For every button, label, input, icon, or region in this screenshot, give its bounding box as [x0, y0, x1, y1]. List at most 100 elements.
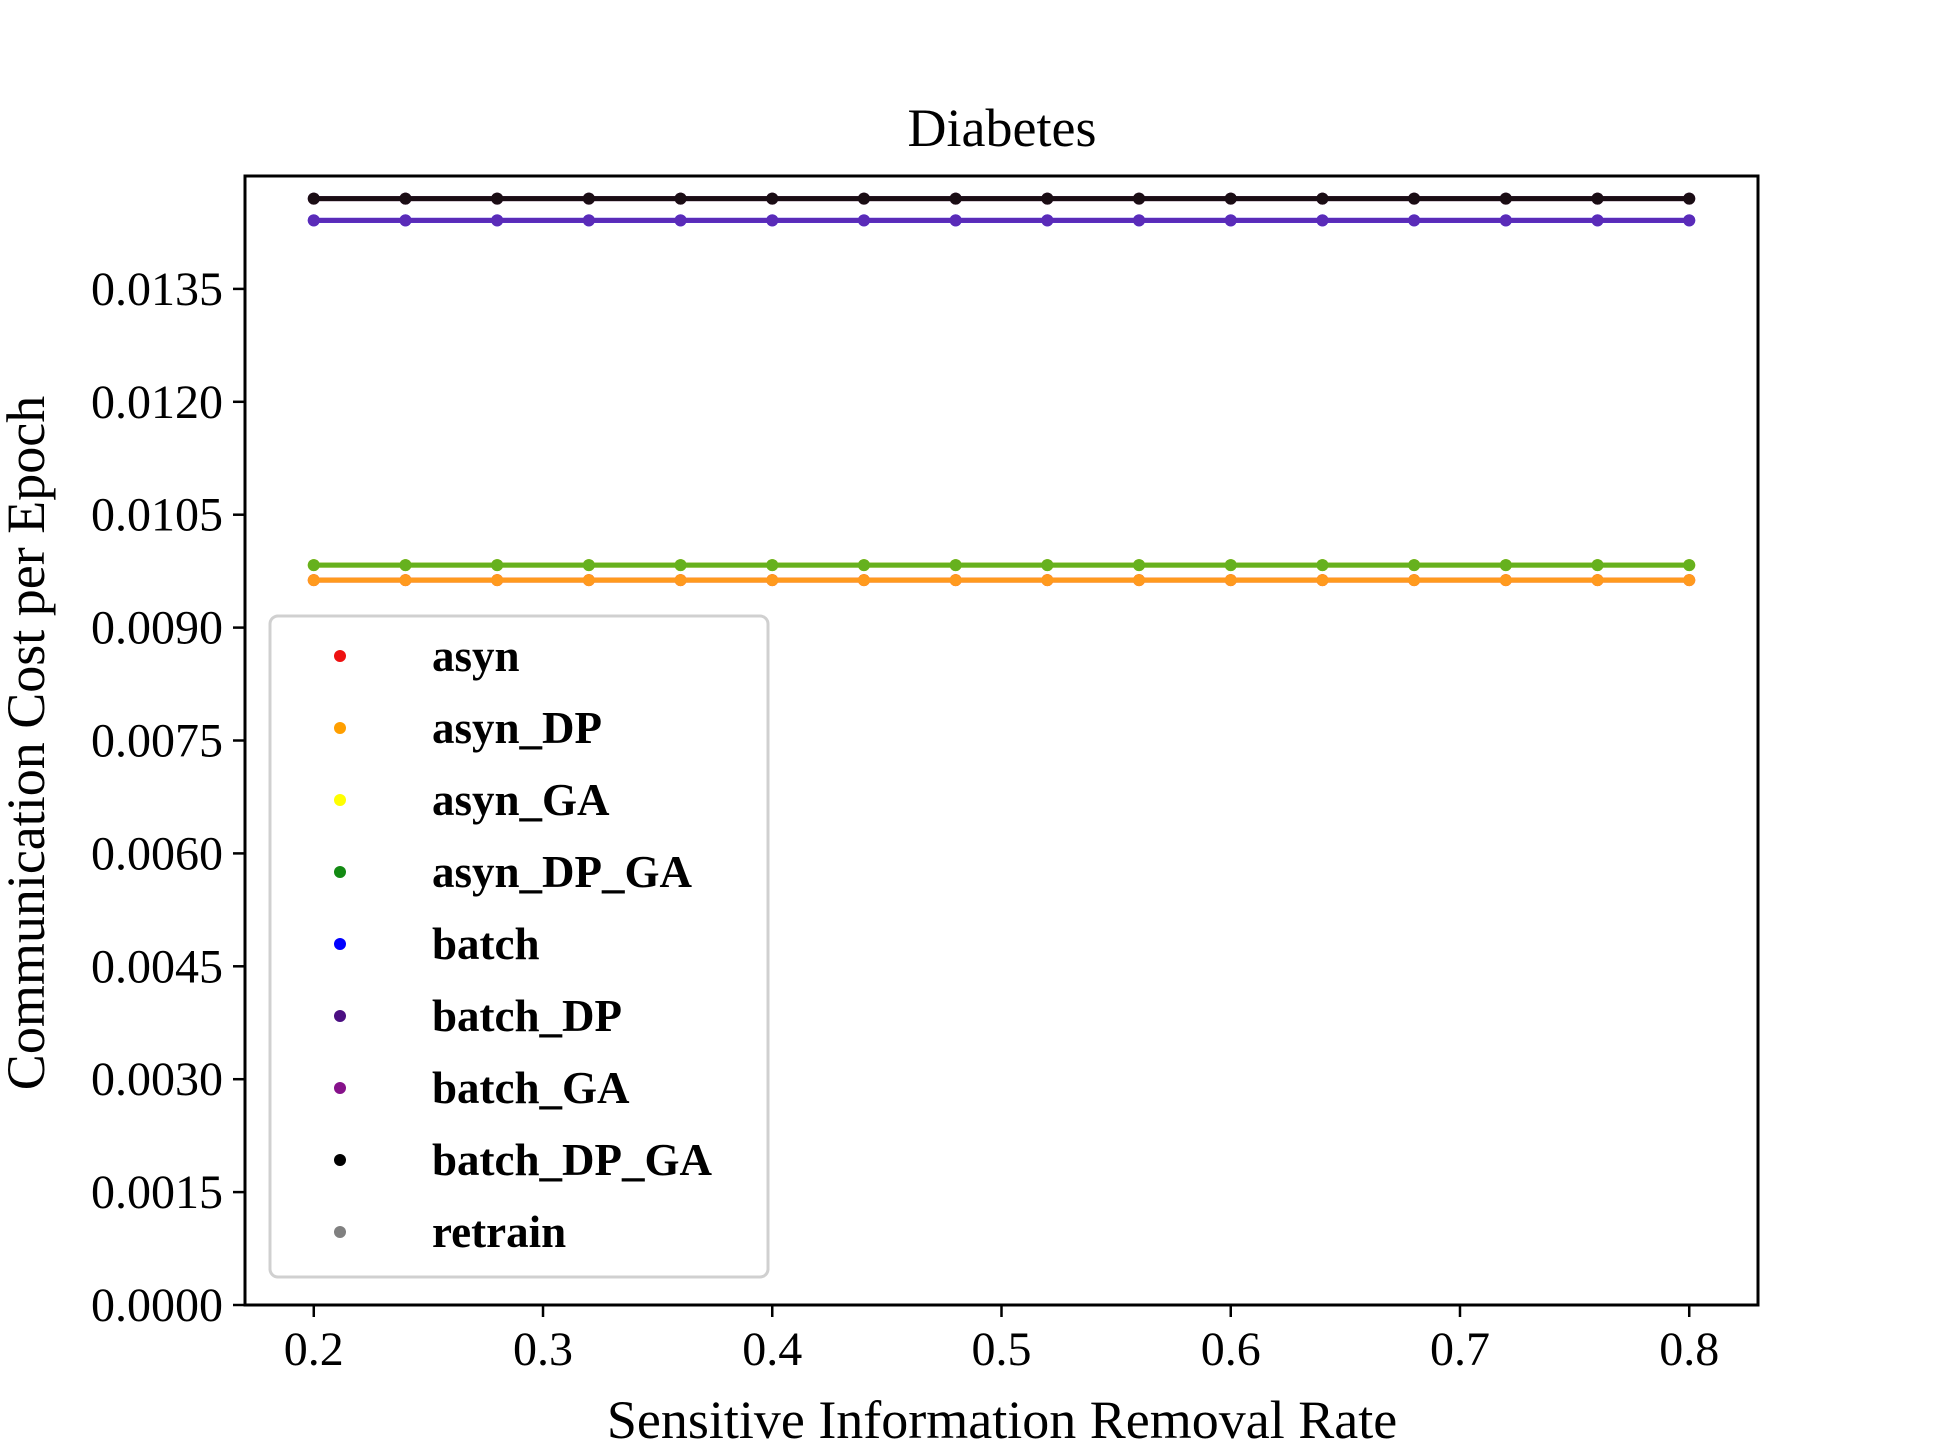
- legend-label-batch_DP: batch_DP: [432, 991, 622, 1041]
- data-point: [1408, 214, 1421, 227]
- y-tick-label: 0.0045: [91, 940, 223, 993]
- data-point: [1041, 214, 1054, 227]
- legend-marker-asyn_GA: [334, 794, 346, 806]
- data-point: [766, 192, 779, 205]
- data-point: [1133, 574, 1146, 587]
- data-point: [1316, 574, 1329, 587]
- y-tick-label: 0.0105: [91, 489, 223, 542]
- data-point: [674, 559, 687, 572]
- y-axis-label: Communication Cost per Epoch: [0, 396, 56, 1090]
- legend-label-batch: batch: [432, 919, 540, 969]
- plot-frame: [243, 174, 1760, 1307]
- data-point: [1408, 559, 1421, 572]
- y-tick-label: 0.0075: [91, 715, 223, 768]
- series-asyn_DP_GA: [307, 559, 1696, 572]
- data-point: [857, 574, 870, 587]
- legend-marker-retrain: [334, 1226, 346, 1238]
- data-point: [766, 559, 779, 572]
- data-point: [1683, 574, 1696, 587]
- legend-marker-batch_DP: [334, 1010, 346, 1022]
- data-point: [857, 214, 870, 227]
- data-point: [399, 559, 412, 572]
- data-point: [766, 574, 779, 587]
- y-tick-label: 0.0090: [91, 602, 223, 655]
- data-point: [949, 192, 962, 205]
- data-point: [1683, 559, 1696, 572]
- legend-label-asyn_DP: asyn_DP: [432, 703, 602, 753]
- legend-label-asyn_DP_GA: asyn_DP_GA: [432, 847, 693, 897]
- legend-label-batch_DP_GA: batch_DP_GA: [432, 1135, 713, 1185]
- data-point: [1683, 214, 1696, 227]
- x-tick-label: 0.8: [1659, 1323, 1719, 1376]
- data-point: [949, 214, 962, 227]
- data-point: [674, 574, 687, 587]
- data-point: [1499, 559, 1512, 572]
- legend-label-retrain: retrain: [432, 1207, 566, 1257]
- legend-label-asyn_GA: asyn_GA: [432, 775, 610, 825]
- data-point: [674, 192, 687, 205]
- series-batch_DP_GA: [307, 192, 1696, 205]
- data-point: [1041, 559, 1054, 572]
- data-point: [1591, 214, 1604, 227]
- data-point: [307, 192, 320, 205]
- legend-marker-batch: [334, 938, 346, 950]
- y-axis: 0.0000 0.0015 0.0030 0.0045 0.0060 0.0075 0.00…: [91, 263, 245, 1332]
- data-point: [1316, 559, 1329, 572]
- series-batch_DP: [307, 214, 1696, 227]
- legend-marker-batch_DP_GA: [334, 1154, 346, 1166]
- y-tick-label: 0.0135: [91, 263, 223, 316]
- data-point: [1224, 559, 1237, 572]
- legend-box: [268, 614, 770, 1279]
- y-tick-label: 0.0000: [91, 1279, 223, 1332]
- x-tick-label: 0.6: [1201, 1323, 1261, 1376]
- data-point: [399, 214, 412, 227]
- data-point: [582, 192, 595, 205]
- chart-title: Diabetes: [908, 98, 1097, 158]
- data-point: [949, 574, 962, 587]
- x-tick-label: 0.4: [742, 1323, 802, 1376]
- legend-marker-asyn_DP: [334, 722, 346, 734]
- data-point: [1224, 574, 1237, 587]
- data-point: [1041, 574, 1054, 587]
- legend-marker-batch_GA: [334, 1082, 346, 1094]
- data-point: [1591, 559, 1604, 572]
- data-point: [857, 192, 870, 205]
- data-point: [1591, 192, 1604, 205]
- legend-label-asyn: asyn: [432, 631, 520, 681]
- plot-area: [307, 192, 1696, 587]
- data-point: [1499, 192, 1512, 205]
- x-tick-label: 0.3: [513, 1323, 573, 1376]
- data-point: [307, 574, 320, 587]
- series-asyn_DP: [307, 574, 1696, 587]
- legend-marker-asyn_DP_GA: [334, 866, 346, 878]
- data-point: [582, 559, 595, 572]
- data-point: [1408, 192, 1421, 205]
- data-point: [399, 192, 412, 205]
- x-axis: 0.2 0.3 0.4 0.5 0.6 0.7 0.8: [284, 1305, 1719, 1376]
- data-point: [1316, 214, 1329, 227]
- data-point: [1133, 192, 1146, 205]
- data-point: [1133, 559, 1146, 572]
- data-point: [1499, 574, 1512, 587]
- data-point: [491, 214, 504, 227]
- data-point: [307, 214, 320, 227]
- x-tick-label: 0.7: [1430, 1323, 1490, 1376]
- data-point: [582, 574, 595, 587]
- x-tick-label: 0.5: [972, 1323, 1032, 1376]
- data-point: [1041, 192, 1054, 205]
- data-point: [399, 574, 412, 587]
- data-point: [491, 574, 504, 587]
- data-point: [674, 214, 687, 227]
- data-point: [1499, 214, 1512, 227]
- data-point: [491, 192, 504, 205]
- data-point: [949, 559, 962, 572]
- data-point: [766, 214, 779, 227]
- data-point: [1224, 192, 1237, 205]
- y-tick-label: 0.0015: [91, 1166, 223, 1219]
- data-point: [582, 214, 595, 227]
- data-point: [1683, 192, 1696, 205]
- data-point: [1224, 214, 1237, 227]
- y-tick-label: 0.0060: [91, 827, 223, 880]
